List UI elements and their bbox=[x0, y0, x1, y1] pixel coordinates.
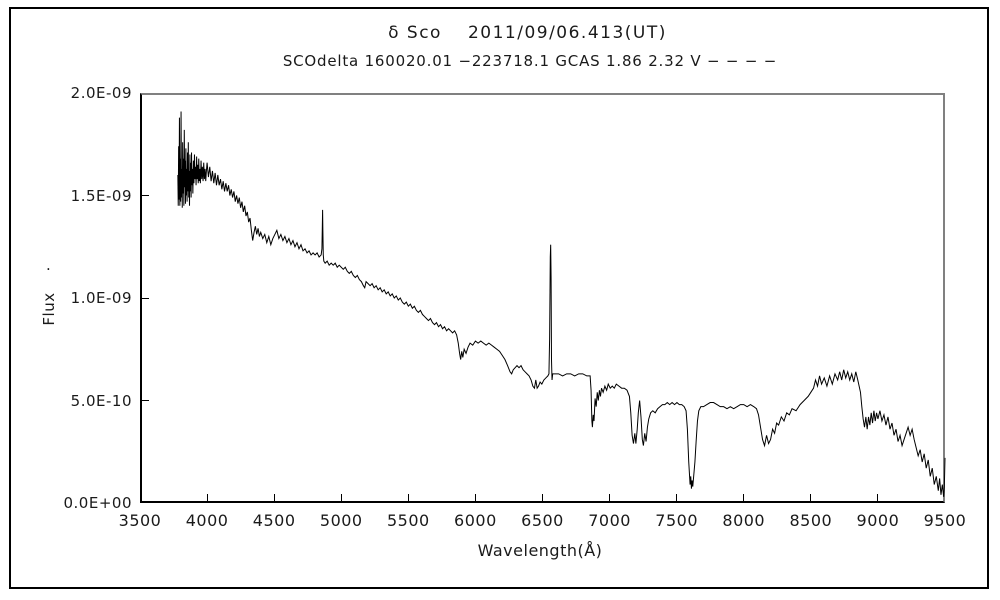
y-tick-mark bbox=[142, 195, 149, 196]
x-tick-mark bbox=[676, 494, 678, 501]
x-tick-label: 8500 bbox=[789, 511, 833, 530]
x-tick-mark bbox=[474, 494, 476, 501]
chart-title: δ Sco 2011/09/06.413(UT) bbox=[125, 23, 930, 43]
y-tick-label: 1.0E-09 bbox=[70, 289, 132, 307]
x-tick-mark bbox=[609, 494, 611, 501]
x-tick-mark bbox=[810, 494, 812, 501]
x-tick-label: 8000 bbox=[722, 511, 766, 530]
chart-title-date: 2011/09/06.413(UT) bbox=[467, 23, 667, 43]
y-axis-title-dot: . bbox=[46, 256, 51, 274]
x-tick-mark bbox=[542, 494, 543, 501]
chart-subtitle: SCOdelta 160020.01 −223718.1 GCAS 1.86 2… bbox=[282, 52, 778, 70]
x-tick-mark bbox=[206, 494, 208, 501]
x-tick-label: 7000 bbox=[588, 511, 631, 530]
x-tick-mark bbox=[743, 494, 745, 501]
x-tick-label: 3500 bbox=[118, 511, 162, 530]
y-tick-label: 2.0E-09 bbox=[70, 84, 132, 102]
x-tick-label: 4500 bbox=[252, 511, 296, 530]
x-tick-label: 5000 bbox=[319, 511, 363, 530]
y-tick-label: 5.0E-10 bbox=[70, 391, 132, 410]
y-tick-mark bbox=[142, 400, 149, 401]
x-tick-label: 9000 bbox=[856, 511, 900, 530]
x-axis-title: Wavelength(Å) bbox=[477, 541, 603, 560]
plot-area bbox=[140, 93, 945, 503]
x-tick-mark bbox=[273, 494, 275, 501]
y-tick-label: 0.0E+00 bbox=[63, 494, 132, 512]
x-tick-mark bbox=[407, 494, 409, 501]
x-tick-label: 9500 bbox=[923, 511, 967, 530]
y-tick-mark bbox=[142, 297, 149, 299]
x-tick-label: 5500 bbox=[386, 511, 430, 530]
x-tick-label: 4000 bbox=[185, 511, 229, 530]
x-tick-mark bbox=[340, 494, 342, 501]
x-tick-label: 6000 bbox=[454, 511, 497, 530]
y-tick-label: 1.5E-09 bbox=[70, 186, 132, 205]
x-tick-label: 7500 bbox=[655, 511, 699, 530]
x-tick-mark bbox=[877, 494, 879, 501]
chart-title-star: δ Sco bbox=[388, 23, 442, 43]
x-tick-label: 6500 bbox=[521, 511, 564, 530]
